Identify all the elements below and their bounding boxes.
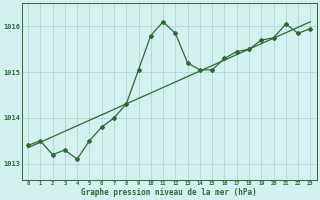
X-axis label: Graphe pression niveau de la mer (hPa): Graphe pression niveau de la mer (hPa) [81, 188, 257, 197]
